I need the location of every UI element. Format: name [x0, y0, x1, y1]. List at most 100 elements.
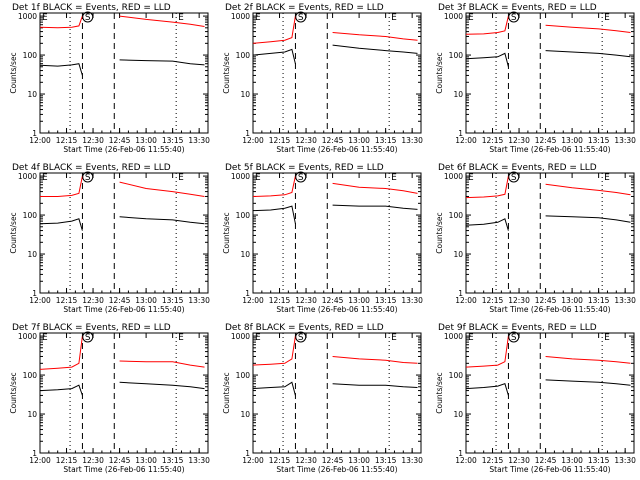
series-line [252, 175, 418, 197]
y-tick-label: 1000 [18, 12, 37, 21]
marker-circle [508, 171, 520, 183]
x-tick-label: 12:30 [295, 136, 317, 145]
y-tick-label: 1000 [18, 172, 37, 181]
x-tick-label: 12:00 [29, 296, 51, 305]
x-tick-label: 12:30 [508, 296, 530, 305]
y-tick-label: 1000 [444, 332, 463, 341]
panel-title: Det 8f BLACK = Events, RED = LLD [225, 323, 384, 333]
x-axis-label: Start Time (26-Feb-06 11:55:40) [276, 305, 397, 314]
panel-title: Det 4f BLACK = Events, RED = LLD [12, 163, 171, 173]
y-tick-label: 10 [240, 250, 250, 259]
y-tick-label: 10 [453, 90, 463, 99]
plot-frame [39, 332, 209, 454]
event-marker-label: E [468, 173, 474, 183]
event-marker-label: E [604, 173, 610, 183]
event-marker-label: E [178, 173, 184, 183]
y-tick-label: 100 [449, 211, 464, 220]
y-axis-label: Counts/sec [9, 52, 18, 93]
y-axis-label: Counts/sec [435, 372, 444, 413]
series-line [465, 15, 631, 35]
plot-frame [39, 12, 209, 134]
x-axis-label: Start Time (26-Feb-06 11:55:40) [489, 145, 610, 154]
y-axis-label: Counts/sec [222, 52, 231, 93]
y-tick-label: 10 [453, 410, 463, 419]
x-tick-label: 13:15 [162, 456, 184, 465]
x-tick-label: 12:00 [455, 136, 477, 145]
x-tick-label: 12:45 [535, 456, 557, 465]
panel-title: Det 9f BLACK = Events, RED = LLD [438, 323, 597, 333]
x-axis-label: Start Time (26-Feb-06 11:55:40) [276, 145, 397, 154]
marker-circle [295, 11, 307, 23]
x-tick-label: 13:15 [375, 296, 397, 305]
series-line [252, 204, 418, 224]
marker-circle [82, 171, 94, 183]
plot-frame [39, 172, 209, 294]
plot-frame [465, 332, 635, 454]
marker-circle [508, 331, 520, 343]
event-marker-label: E [604, 13, 610, 23]
x-tick-label: 12:45 [109, 456, 131, 465]
plot-frame [465, 12, 635, 134]
x-axis-label: Start Time (26-Feb-06 11:55:40) [489, 305, 610, 314]
series-line [465, 50, 631, 67]
x-tick-label: 13:00 [561, 456, 583, 465]
y-tick-label: 100 [236, 371, 251, 380]
y-tick-label: 10 [453, 250, 463, 259]
detector-panel: Det 2f BLACK = Events, RED = LLD 1 10 100 10… [222, 3, 423, 154]
series-line [39, 59, 205, 76]
series-line [465, 176, 631, 199]
event-marker-label: E [178, 333, 184, 343]
detector-panel: Det 8f BLACK = Events, RED = LLD 1 10 100 10… [222, 323, 423, 474]
x-tick-label: 12:00 [455, 296, 477, 305]
x-tick-label: 12:30 [508, 456, 530, 465]
event-marker-label: S [511, 333, 517, 343]
event-marker-label: S [298, 13, 304, 23]
y-tick-label: 1000 [444, 12, 463, 21]
event-marker-label: S [85, 173, 91, 183]
x-axis-label: Start Time (26-Feb-06 11:55:40) [63, 465, 184, 474]
x-axis-label: Start Time (26-Feb-06 11:55:40) [63, 145, 184, 154]
y-tick-label: 100 [449, 51, 464, 60]
panel-title: Det 3f BLACK = Events, RED = LLD [438, 3, 597, 13]
event-marker-label: E [42, 333, 48, 343]
y-tick-label: 10 [27, 250, 37, 259]
x-tick-label: 12:30 [508, 136, 530, 145]
series-line [39, 381, 205, 396]
y-tick-label: 100 [236, 51, 251, 60]
event-marker-label: E [255, 13, 261, 23]
detector-panel: Det 4f BLACK = Events, RED = LLD 1 10 100 10… [9, 163, 210, 314]
x-tick-label: 12:15 [482, 296, 504, 305]
y-tick-label: 100 [23, 371, 38, 380]
x-tick-label: 12:45 [322, 456, 344, 465]
x-tick-label: 12:00 [29, 456, 51, 465]
x-tick-label: 13:30 [614, 296, 636, 305]
y-tick-label: 10 [240, 90, 250, 99]
x-tick-label: 12:45 [322, 296, 344, 305]
y-tick-label: 1 [32, 129, 37, 138]
x-tick-label: 12:15 [269, 136, 291, 145]
x-axis-label: Start Time (26-Feb-06 11:55:40) [63, 305, 184, 314]
y-tick-label: 1000 [231, 172, 250, 181]
series-line [39, 336, 205, 370]
event-marker-label: E [391, 173, 397, 183]
event-marker-label: S [298, 173, 304, 183]
event-marker-label: E [42, 173, 48, 183]
y-tick-label: 100 [23, 51, 38, 60]
series-line [39, 216, 205, 231]
detector-panel: Det 1f BLACK = Events, RED = LLD 1 10 100 10… [9, 3, 210, 154]
x-tick-label: 12:30 [295, 296, 317, 305]
panel-title: Det 2f BLACK = Events, RED = LLD [225, 3, 384, 13]
event-marker-label: E [391, 13, 397, 23]
x-tick-label: 13:30 [614, 136, 636, 145]
panel-title: Det 1f BLACK = Events, RED = LLD [12, 3, 171, 13]
y-tick-label: 1 [458, 129, 463, 138]
event-marker-label: E [42, 13, 48, 23]
y-tick-label: 10 [27, 410, 37, 419]
event-marker-label: S [511, 173, 517, 183]
y-axis-label: Counts/sec [9, 212, 18, 253]
x-tick-label: 13:15 [162, 296, 184, 305]
event-marker-label: S [511, 13, 517, 23]
series-line [465, 379, 631, 396]
detector-panel: Det 9f BLACK = Events, RED = LLD 1 10 100 10… [435, 323, 636, 474]
